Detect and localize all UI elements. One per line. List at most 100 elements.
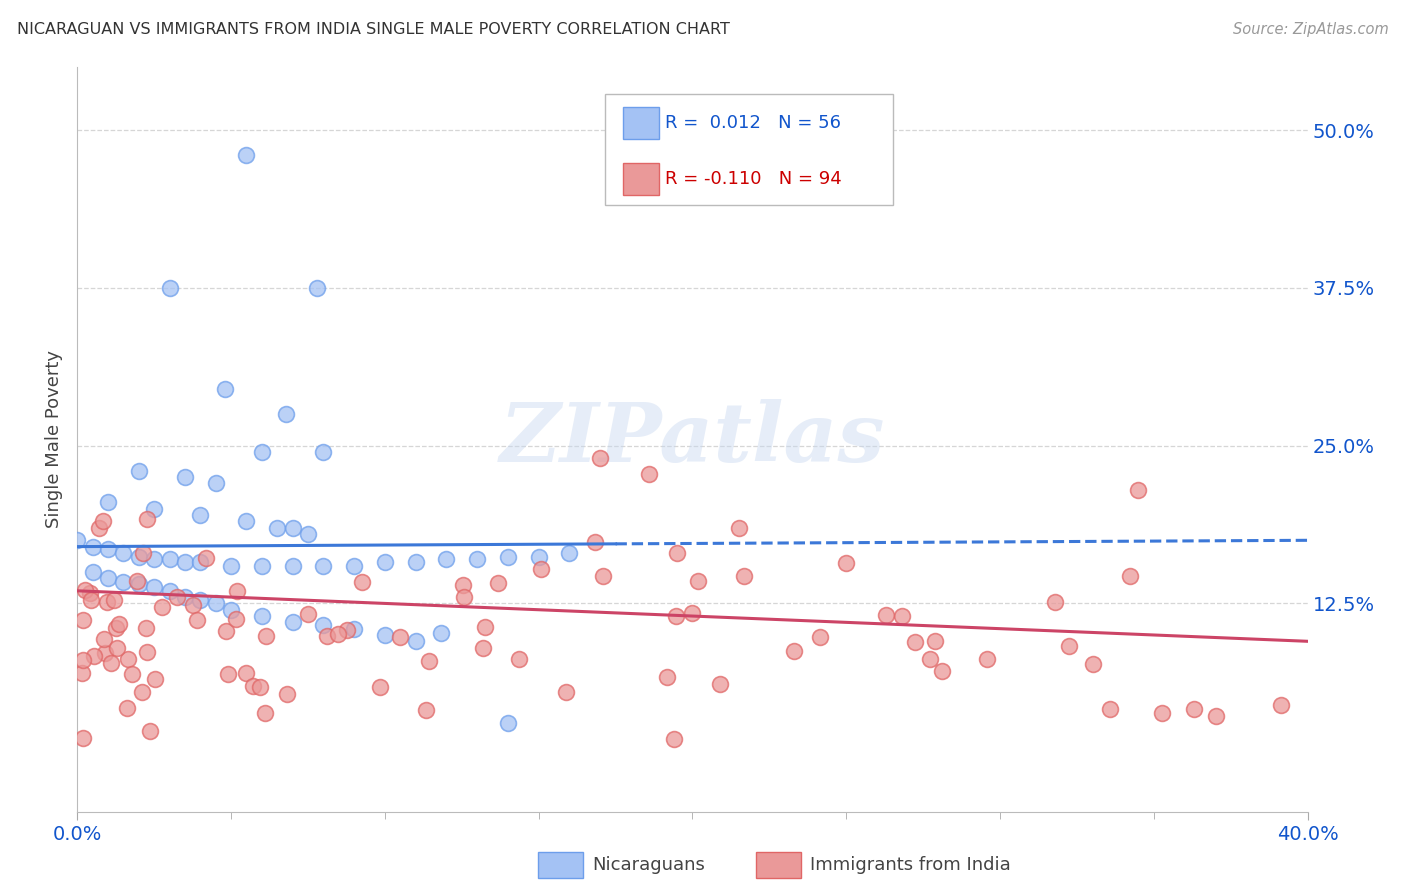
Point xyxy=(181,598,204,612)
Point xyxy=(1150,706,1173,721)
Point xyxy=(834,556,856,570)
Point xyxy=(249,680,271,694)
Point xyxy=(496,549,519,564)
Point xyxy=(235,514,257,528)
Point xyxy=(139,724,162,739)
Point xyxy=(70,666,93,681)
Point xyxy=(128,577,150,591)
Point xyxy=(117,652,139,666)
Y-axis label: Single Male Poverty: Single Male Poverty xyxy=(45,351,63,528)
Point xyxy=(592,569,614,583)
Point xyxy=(112,546,135,560)
Point xyxy=(1270,698,1292,712)
Point xyxy=(215,624,238,638)
Point xyxy=(242,679,264,693)
Point xyxy=(143,552,166,566)
Point xyxy=(159,583,181,598)
Point xyxy=(281,521,304,535)
Point xyxy=(135,512,157,526)
Point xyxy=(159,281,181,295)
Point xyxy=(374,628,396,642)
Point xyxy=(96,594,118,608)
Point xyxy=(72,731,94,745)
Point xyxy=(918,652,941,666)
Point xyxy=(150,599,173,614)
Point xyxy=(558,546,581,560)
Point xyxy=(312,445,335,459)
Text: Nicaraguans: Nicaraguans xyxy=(592,855,704,874)
Point xyxy=(188,508,212,522)
Point xyxy=(281,558,304,573)
Point xyxy=(250,558,273,573)
Point xyxy=(97,542,120,557)
Point xyxy=(266,521,288,535)
Point xyxy=(312,618,335,632)
Point xyxy=(583,535,606,549)
Point xyxy=(225,584,247,599)
Point xyxy=(125,574,148,588)
Point xyxy=(195,550,218,565)
Point xyxy=(405,555,427,569)
Point xyxy=(117,700,139,714)
Point xyxy=(143,672,166,686)
Point xyxy=(637,467,659,482)
Point xyxy=(496,716,519,731)
Point xyxy=(465,552,488,566)
Point xyxy=(276,407,298,421)
Point xyxy=(254,629,277,643)
Point xyxy=(686,574,709,589)
Point xyxy=(93,632,115,647)
Point xyxy=(143,580,166,594)
Point xyxy=(665,609,688,624)
Point xyxy=(307,281,329,295)
Point xyxy=(890,609,912,624)
Point xyxy=(681,606,703,620)
Point xyxy=(1057,639,1080,653)
Point xyxy=(219,558,242,573)
Point xyxy=(188,592,212,607)
Point xyxy=(121,666,143,681)
Point xyxy=(405,634,427,648)
Text: ZIPatlas: ZIPatlas xyxy=(499,400,886,479)
Point xyxy=(368,680,391,694)
Point xyxy=(174,555,197,569)
Point xyxy=(1128,483,1150,497)
Point xyxy=(235,148,257,162)
Point xyxy=(186,613,208,627)
Point xyxy=(1205,709,1227,723)
Point xyxy=(82,540,104,554)
Point xyxy=(79,586,101,600)
Point xyxy=(472,641,495,656)
Point xyxy=(254,706,277,720)
Point xyxy=(225,611,247,625)
Point xyxy=(589,451,612,466)
Point xyxy=(143,501,166,516)
Point xyxy=(312,558,335,573)
Point xyxy=(66,533,89,548)
Point xyxy=(82,565,104,579)
Point xyxy=(174,590,197,604)
Point xyxy=(709,677,731,691)
Point xyxy=(655,670,678,684)
Point xyxy=(135,621,157,635)
Point xyxy=(1045,595,1067,609)
Text: R =  0.012   N = 56: R = 0.012 N = 56 xyxy=(665,114,841,132)
Point xyxy=(666,546,689,560)
Point xyxy=(924,634,946,648)
Point xyxy=(188,555,212,569)
Point xyxy=(103,593,125,607)
Point xyxy=(128,464,150,478)
Point xyxy=(219,603,242,617)
Point xyxy=(328,627,350,641)
Point xyxy=(105,621,128,635)
Point xyxy=(112,574,135,589)
Point xyxy=(91,514,114,528)
Point xyxy=(315,629,337,643)
Point xyxy=(281,615,304,630)
Point xyxy=(453,590,475,604)
Point xyxy=(108,616,131,631)
Point xyxy=(214,382,236,396)
Point xyxy=(530,562,553,576)
Point xyxy=(451,578,474,592)
Point xyxy=(297,527,319,541)
